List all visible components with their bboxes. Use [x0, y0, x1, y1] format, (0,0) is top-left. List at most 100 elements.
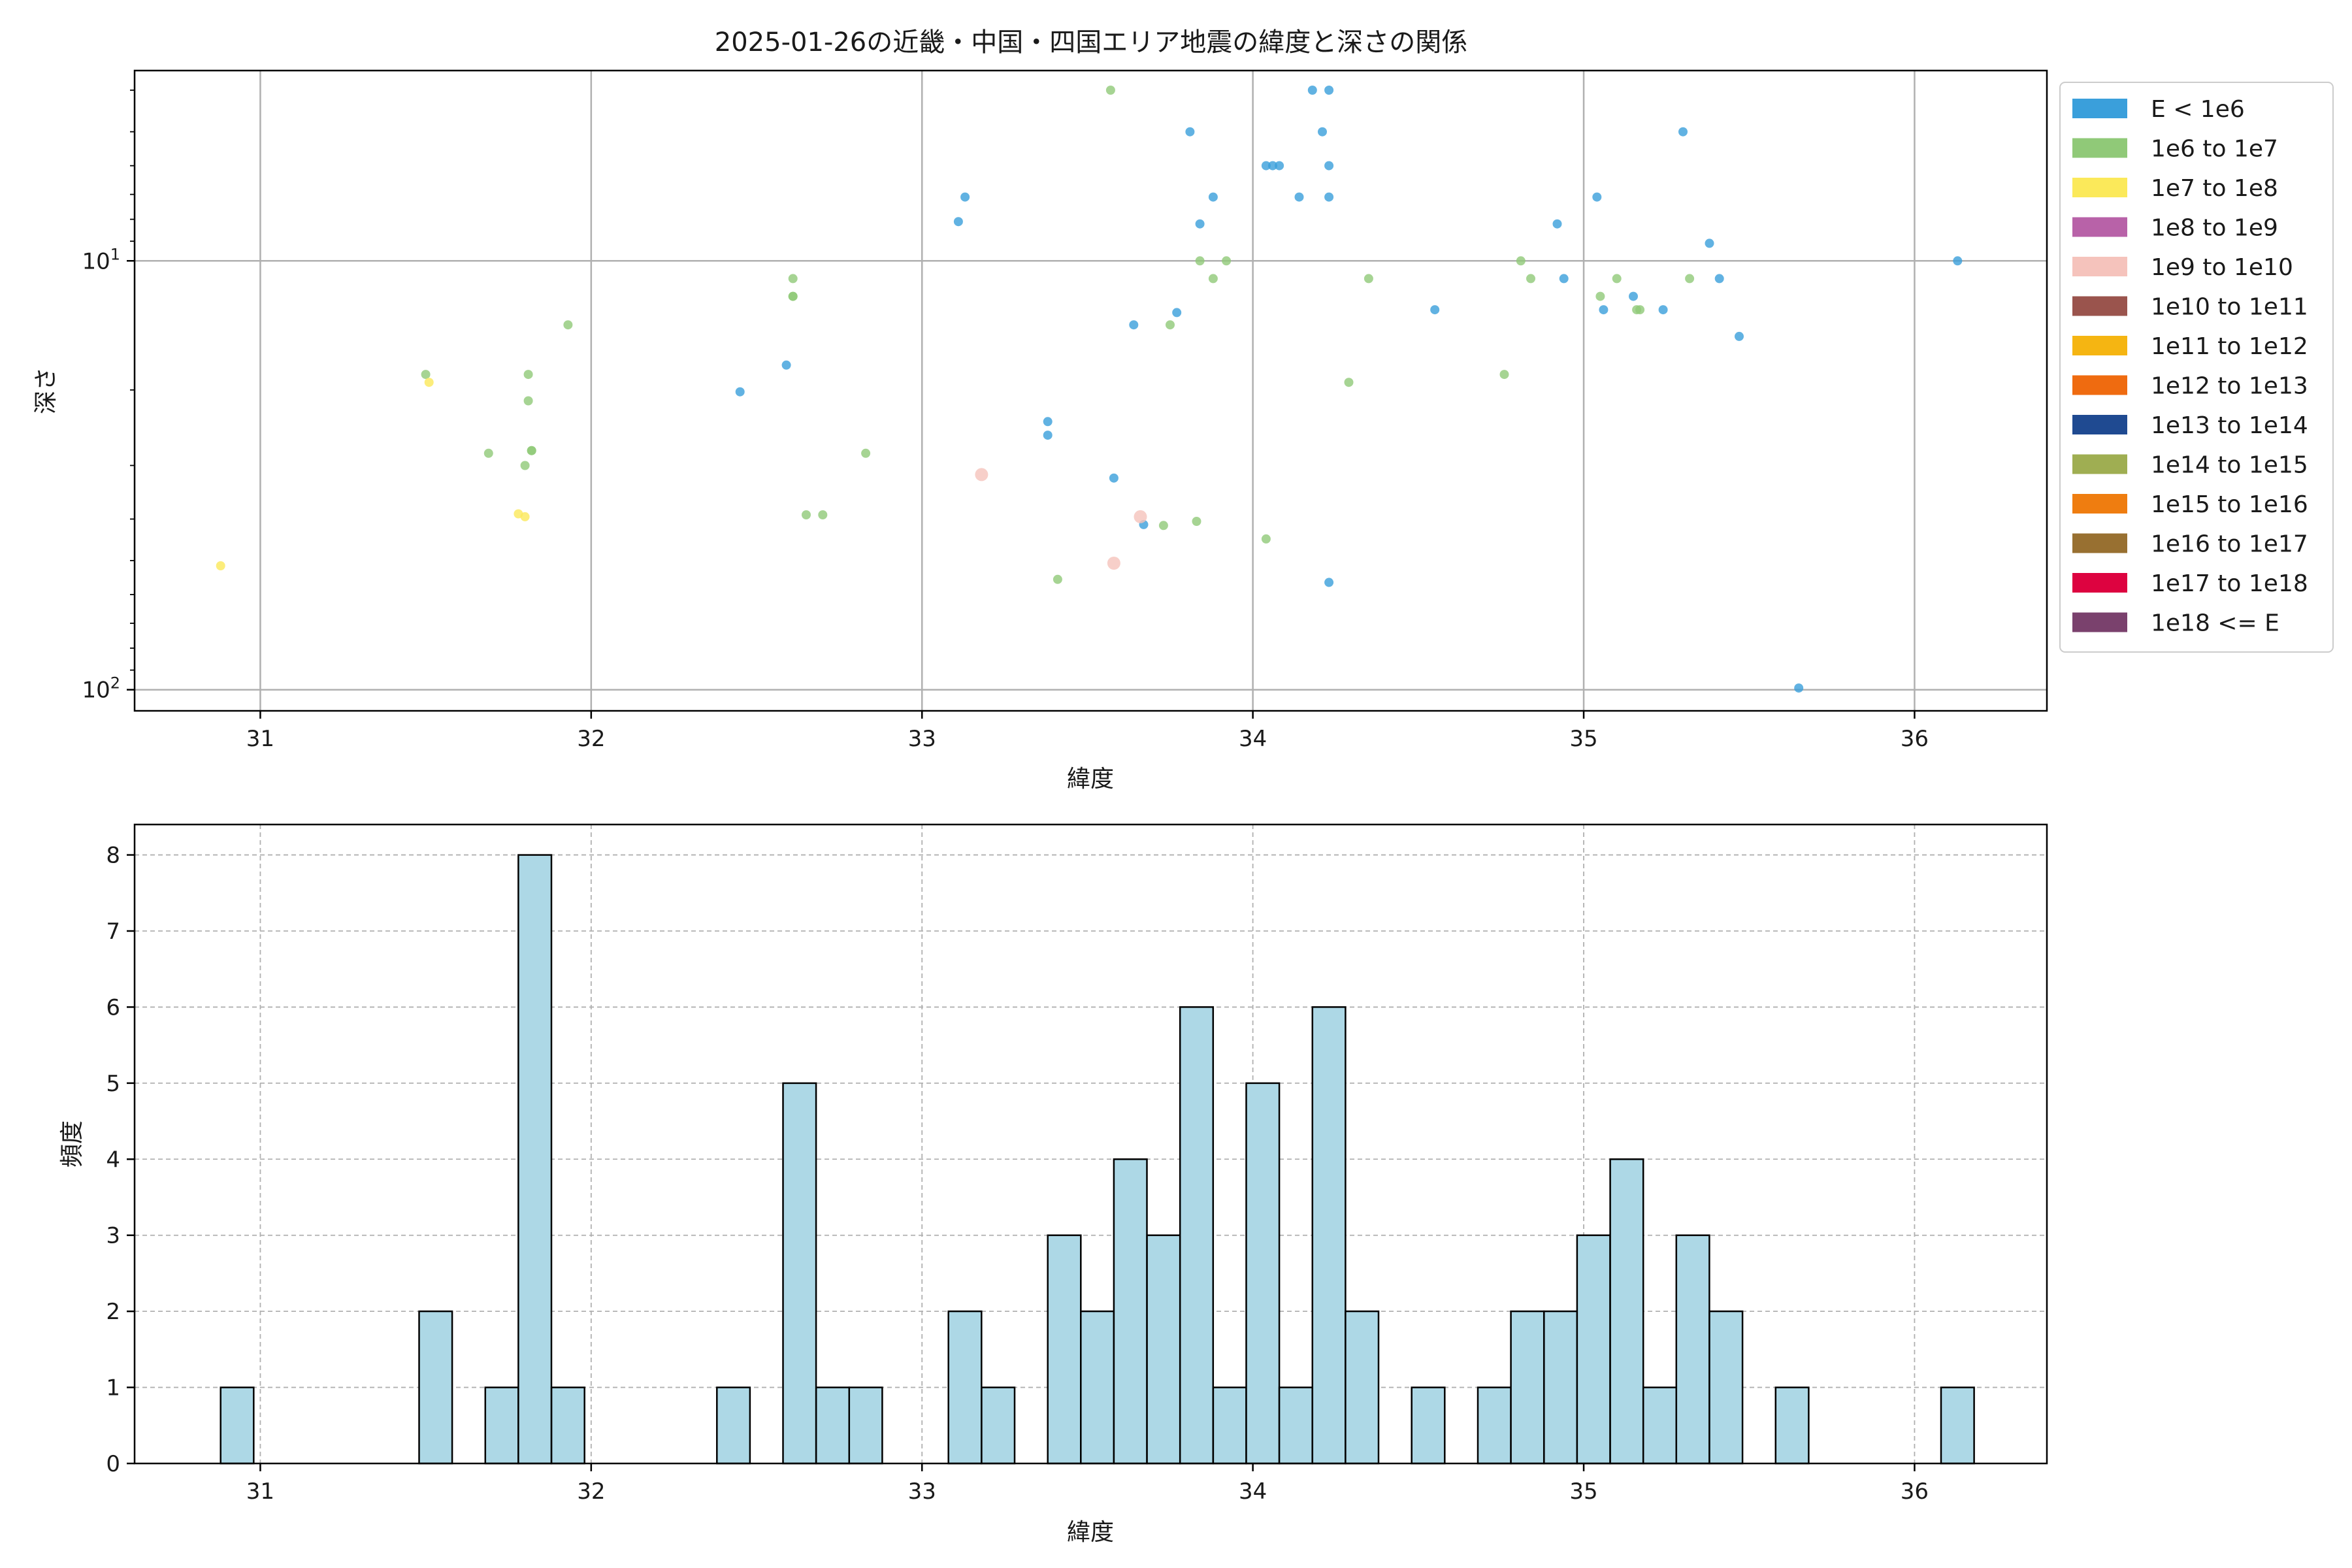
- scatter-point: [1685, 274, 1695, 284]
- histogram-bar: [1345, 1310, 1380, 1465]
- scatter-x-label: 緯度: [1067, 766, 1114, 792]
- scatter-point: [483, 448, 493, 458]
- histogram-bar: [418, 1310, 453, 1465]
- histogram-bar: [1576, 1234, 1611, 1465]
- histogram-bar: [1245, 1082, 1281, 1465]
- scatter-point: [1559, 274, 1569, 284]
- histogram-bar: [782, 1082, 817, 1465]
- scatter-point: [1185, 127, 1195, 137]
- histogram-bar: [1278, 1386, 1313, 1465]
- histogram-bar: [1146, 1234, 1181, 1465]
- scatter-point: [527, 446, 536, 455]
- scatter-point: [1109, 473, 1119, 483]
- scatter-point: [1635, 305, 1645, 315]
- scatter-point: [1208, 192, 1218, 202]
- scatter-point: [1430, 305, 1440, 315]
- scatter-point: [424, 378, 434, 387]
- histogram-y-label: 頻度: [59, 1120, 86, 1168]
- histogram-y-tick-label: 1: [106, 1375, 120, 1401]
- legend-label: 1e13 to 1e14: [2151, 412, 2308, 439]
- scatter-point: [1043, 431, 1053, 440]
- legend-swatch: [2072, 375, 2127, 395]
- histogram-x-tick-label: 32: [577, 1478, 605, 1505]
- legend-swatch: [2072, 415, 2127, 434]
- histogram-bar: [517, 854, 553, 1465]
- histogram-bar: [1212, 1386, 1247, 1465]
- legend-label: 1e6 to 1e7: [2151, 136, 2278, 163]
- scatter-point: [563, 320, 573, 330]
- histogram-bar: [1940, 1386, 1975, 1465]
- legend-swatch: [2072, 533, 2127, 553]
- scatter-panel: 31 32 33 34 35 36 101 102 緯度 深さ: [33, 69, 2048, 792]
- legend-label: 1e10 to 1e11: [2151, 294, 2308, 321]
- legend: E < 1e6 1e6 to 1e7 1e7 to 1e8 1e8 to 1e9 1e9…: [2059, 82, 2334, 653]
- scatter-point: [1735, 331, 1744, 341]
- scatter-point: [1208, 274, 1218, 284]
- scatter-point: [1658, 305, 1668, 315]
- histogram-bar: [947, 1310, 983, 1465]
- legend-swatch: [2072, 454, 2127, 474]
- histogram-y-tick-label: 5: [106, 1071, 120, 1097]
- histogram-x-label: 緯度: [1067, 1519, 1114, 1546]
- histogram-y-tick-label: 2: [106, 1299, 120, 1325]
- histogram-bar: [1510, 1310, 1545, 1465]
- histogram-bar: [1477, 1386, 1512, 1465]
- scatter-x-tick-label: 36: [1901, 726, 1929, 752]
- scatter-point: [1129, 320, 1139, 330]
- legend-label: 1e18 <= E: [2151, 610, 2279, 637]
- legend-label: 1e12 to 1e13: [2151, 373, 2308, 400]
- scatter-x-tick-label: 32: [577, 726, 605, 752]
- legend-label: 1e17 to 1e18: [2151, 570, 2308, 597]
- histogram-bar: [1047, 1234, 1082, 1465]
- histogram-bar: [1774, 1386, 1810, 1465]
- scatter-point: [1053, 574, 1062, 584]
- scatter-point: [1195, 256, 1205, 266]
- scatter-point: [1552, 219, 1562, 229]
- scatter-point: [1344, 378, 1354, 387]
- histogram-x-tick-label: 35: [1569, 1478, 1597, 1505]
- scatter-x-tick-label: 34: [1239, 726, 1267, 752]
- histogram-bar: [981, 1386, 1016, 1465]
- scatter-point: [1516, 256, 1526, 266]
- legend-label: 1e14 to 1e15: [2151, 452, 2308, 479]
- scatter-point: [1678, 127, 1688, 137]
- scatter-point: [975, 468, 988, 482]
- scatter-point: [421, 370, 431, 380]
- histogram-y-tick-label: 7: [106, 919, 120, 945]
- scatter-point: [1324, 161, 1334, 171]
- scatter-points: [216, 86, 1963, 693]
- scatter-point: [1261, 534, 1271, 544]
- histogram-bar: [484, 1386, 519, 1465]
- histogram-bar: [815, 1386, 851, 1465]
- scatter-point: [1794, 683, 1804, 693]
- scatter-point: [1222, 256, 1232, 266]
- scatter-point: [1324, 578, 1334, 587]
- scatter-point: [1268, 161, 1277, 171]
- histogram-y-tick-label: 4: [106, 1147, 120, 1173]
- scatter-point: [788, 291, 798, 301]
- histogram-bar: [1642, 1386, 1678, 1465]
- legend-swatch: [2072, 217, 2127, 237]
- legend-label: 1e7 to 1e8: [2151, 175, 2278, 202]
- scatter-point: [1134, 510, 1147, 523]
- legend-swatch: [2072, 257, 2127, 276]
- scatter-point: [1592, 192, 1602, 202]
- scatter-point: [523, 396, 533, 406]
- scatter-point: [1629, 291, 1638, 301]
- scatter-point: [1043, 417, 1053, 427]
- scatter-point: [1307, 86, 1317, 95]
- scatter-point: [1324, 192, 1334, 202]
- legend-frame: [2059, 82, 2334, 653]
- scatter-point: [1324, 86, 1334, 95]
- scatter-point: [818, 510, 828, 519]
- scatter-point: [1107, 557, 1120, 570]
- histogram-frame: [133, 823, 2048, 1465]
- scatter-x-tick-label: 31: [246, 726, 274, 752]
- histogram-x-tick-label: 36: [1901, 1478, 1929, 1505]
- histogram-bar: [1311, 1006, 1347, 1465]
- scatter-x-tick-label: 35: [1569, 726, 1597, 752]
- histogram-y-tick-label: 8: [106, 843, 120, 869]
- legend-label: 1e8 to 1e9: [2151, 215, 2278, 242]
